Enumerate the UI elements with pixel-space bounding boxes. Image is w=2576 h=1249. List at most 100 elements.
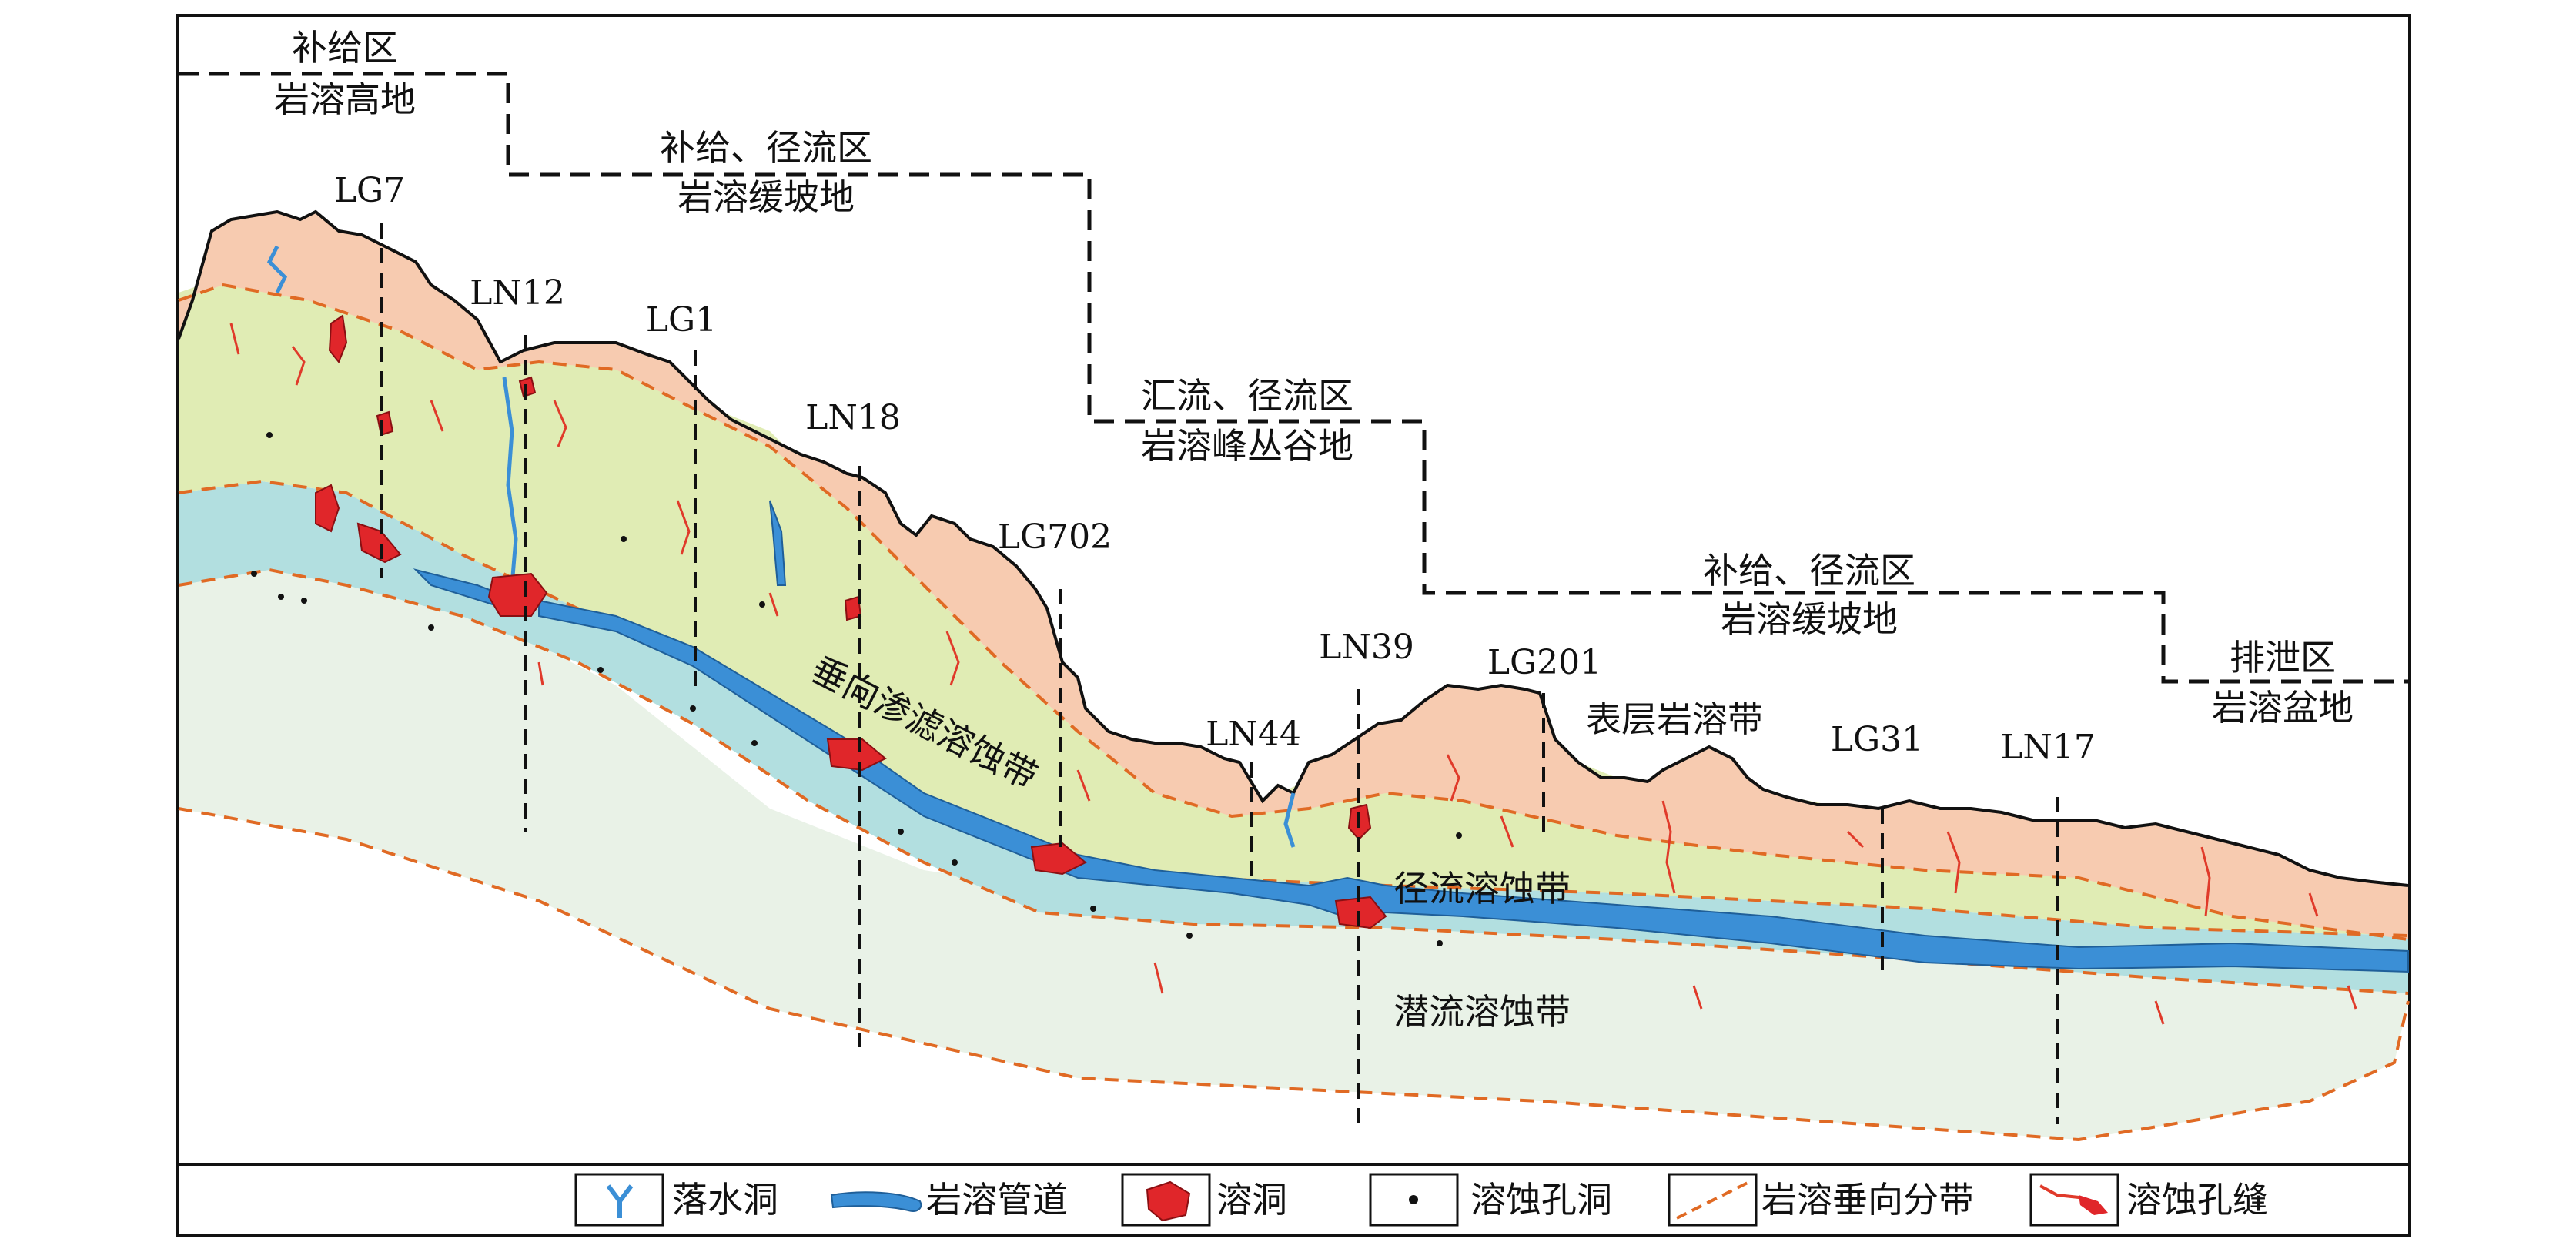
sinkhole-stream-ln39 — [1283, 792, 1296, 848]
legend-label: 溶蚀孔缝 — [2126, 1179, 2268, 1221]
fissure — [1661, 800, 1676, 894]
pore — [1437, 940, 1443, 946]
legend-label: 落水洞 — [672, 1179, 778, 1221]
zoning-line-phreatic — [178, 807, 2410, 1142]
cave-icon — [1146, 1180, 1191, 1222]
phreatic-belt-label: 潜流溶蚀带 — [1393, 991, 1571, 1033]
cave — [328, 314, 348, 363]
phreatic-belt — [179, 539, 2408, 1140]
well-label: LG702 — [998, 517, 1112, 557]
cave — [315, 484, 340, 533]
fissure — [1692, 985, 1703, 1010]
zone-name: 排泄区 — [2230, 637, 2336, 678]
zoning-line-surface — [178, 283, 2409, 941]
fissure — [1846, 830, 1865, 849]
legend-label: 岩溶管道 — [926, 1179, 1068, 1221]
zone-landform: 岩溶缓坡地 — [677, 176, 855, 218]
well-bores — [380, 223, 2059, 1132]
pore — [266, 432, 273, 438]
caves — [315, 314, 1387, 929]
ground-surface-line — [177, 209, 2409, 887]
dissolution-pores — [251, 432, 1462, 946]
fissure — [2308, 892, 2319, 917]
pore — [1456, 832, 1462, 839]
pore — [952, 859, 958, 866]
cave — [1030, 842, 1087, 876]
fissure — [1153, 962, 1164, 994]
dissolution-pore-icon — [1409, 1195, 1418, 1204]
fissure — [676, 500, 691, 555]
pore — [278, 594, 284, 600]
fissure — [291, 346, 306, 386]
legend-label: 岩溶垂向分带 — [1761, 1179, 1974, 1221]
fissure — [2154, 1000, 2165, 1025]
pore — [759, 601, 765, 608]
zone-labels: 补给区 岩溶高地 补给、径流区 岩溶缓坡地 汇流、径流区 岩溶峰丛谷地 补给、径… — [274, 27, 2354, 728]
karst-conduit-icon — [830, 1191, 922, 1212]
well-label: LN18 — [805, 398, 901, 437]
well-label: LG1 — [646, 300, 717, 340]
pore — [621, 536, 627, 542]
pore — [251, 571, 257, 577]
zone-name: 补给区 — [292, 27, 398, 69]
cave — [487, 572, 548, 617]
fissure — [553, 400, 567, 447]
fissure — [768, 592, 779, 617]
pore — [301, 598, 307, 604]
zoning-line-runoff — [178, 568, 2409, 995]
zoning-line-vertical — [178, 479, 2409, 937]
well-label: LN39 — [1319, 628, 1414, 667]
fissure — [1946, 831, 1961, 894]
zone-name: 补给、径流区 — [660, 127, 872, 169]
legend-swatch-box — [2029, 1173, 2119, 1227]
zone-landform: 岩溶峰丛谷地 — [1141, 425, 1353, 467]
sinkhole-stream-ln12 — [502, 377, 518, 586]
fissure — [229, 323, 240, 355]
fissure — [945, 631, 960, 686]
pore — [898, 829, 904, 835]
well-label: LG31 — [1831, 720, 1923, 759]
vertical-belt — [179, 277, 2408, 936]
well-labels: LG7 LN12 LG1 LN18 LG702 LN44 LN39 LG201 … — [334, 171, 2096, 767]
conduit-small — [769, 500, 787, 586]
pore — [690, 705, 696, 712]
legend-label: 溶蚀孔洞 — [1470, 1179, 1612, 1221]
zoning-line-icon — [1676, 1180, 1750, 1220]
well-label: LN17 — [2000, 728, 2096, 767]
pore — [428, 624, 434, 631]
zone-landform: 岩溶缓坡地 — [1721, 598, 1898, 640]
sinkhole-streams — [266, 245, 1296, 848]
well-label: LG201 — [1487, 643, 1601, 682]
pore — [751, 740, 758, 746]
fissure — [430, 400, 444, 432]
fissure — [2347, 985, 2357, 1010]
well-label: LN12 — [470, 273, 565, 313]
runoff-belt-label: 径流溶蚀带 — [1393, 868, 1571, 909]
pore — [1090, 906, 1096, 912]
zone-name: 汇流、径流区 — [1141, 375, 1353, 417]
fissure — [1500, 815, 1514, 848]
dissolution-fissure-icon — [2039, 1184, 2108, 1215]
cave — [826, 738, 887, 772]
sinkhole-stream-lg7 — [266, 245, 288, 294]
legend: 落水洞 岩溶管道 溶洞 溶蚀孔洞 岩溶垂向分带 溶蚀孔缝 — [574, 1173, 2268, 1227]
fissure — [537, 661, 544, 686]
dissolution-fissures — [229, 323, 2357, 1025]
legend-label: 溶洞 — [1216, 1179, 1287, 1221]
sinkhole-icon — [606, 1184, 634, 1218]
fissure — [2200, 846, 2211, 917]
zone-name: 补给、径流区 — [1703, 550, 1915, 591]
cave — [1334, 896, 1387, 929]
pore — [1186, 933, 1193, 939]
fissure — [1446, 754, 1460, 802]
well-label: LG7 — [334, 171, 405, 210]
zoning-lines — [178, 283, 2410, 1142]
zone-landform: 岩溶高地 — [274, 79, 416, 120]
surface-belt-label: 表层岩溶带 — [1586, 698, 1763, 740]
zone-boundary-line — [179, 72, 2408, 684]
zone-landform: 岩溶盆地 — [2212, 687, 2354, 728]
cave — [356, 522, 402, 564]
well-label: LN44 — [1206, 715, 1301, 754]
pore — [597, 667, 604, 673]
